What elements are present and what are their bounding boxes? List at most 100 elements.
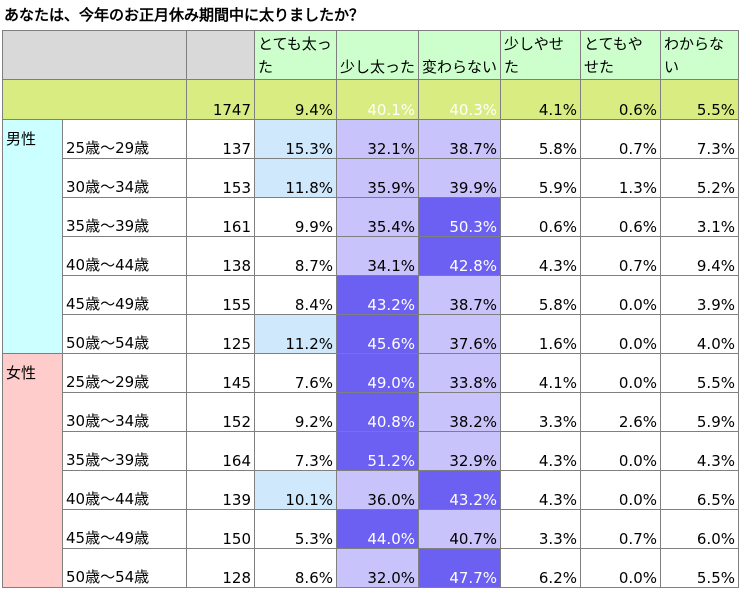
percentage-cell: 0.7% <box>580 509 661 549</box>
percentage-cell: 36.0% <box>336 470 419 510</box>
percentage-cell: 4.3% <box>660 431 739 471</box>
respondent-count-cell: 128 <box>186 548 255 588</box>
table-row: 35歳～39歳 161 9.9% 35.4% 50.3% 0.6% 0.6% 3.1% <box>3 197 739 237</box>
percentage-cell: 5.9% <box>500 158 581 198</box>
percentage-cell: 15.3% <box>254 119 337 159</box>
gender-cell: 女性 <box>2 353 63 588</box>
respondent-count-cell: 152 <box>186 392 255 432</box>
percentage-cell: 3.1% <box>660 197 739 237</box>
respondent-count-cell: 164 <box>186 431 255 471</box>
age-group-cell: 50歳～54歳 <box>62 314 187 354</box>
header-option-no-change: 変わらない <box>418 30 501 80</box>
total-value-cell: 5.5% <box>660 79 739 120</box>
percentage-cell: 5.8% <box>500 119 581 159</box>
percentage-cell: 43.2% <box>336 275 419 315</box>
header-blank-cell <box>2 30 187 80</box>
percentage-cell: 35.9% <box>336 158 419 198</box>
percentage-cell: 6.2% <box>500 548 581 588</box>
header-option-unknown: わからない <box>660 30 739 80</box>
table-row: 45歳～49歳 155 8.4% 43.2% 38.7% 5.8% 0.0% 3.9% <box>3 275 739 315</box>
header-option-slightly-lost: 少しやせた <box>500 30 581 80</box>
percentage-cell: 0.0% <box>580 548 661 588</box>
percentage-cell: 0.0% <box>580 431 661 471</box>
age-group-cell: 50歳～54歳 <box>62 548 187 588</box>
percentage-cell: 34.1% <box>336 236 419 276</box>
percentage-cell: 5.3% <box>254 509 337 549</box>
percentage-cell: 40.8% <box>336 392 419 432</box>
gender-cell: 男性 <box>2 119 63 354</box>
percentage-cell: 1.6% <box>500 314 581 354</box>
table-row: 50歳～54歳 125 11.2% 45.6% 37.6% 1.6% 0.0% 4.0% <box>3 314 739 354</box>
percentage-cell: 9.9% <box>254 197 337 237</box>
age-group-cell: 35歳～39歳 <box>62 431 187 471</box>
percentage-cell: 4.3% <box>500 236 581 276</box>
table-row: 女性 25歳～29歳 145 7.6% 49.0% 33.8% 4.1% 0.0% 5.5% <box>2 353 739 588</box>
percentage-cell: 3.9% <box>660 275 739 315</box>
percentage-cell: 4.1% <box>500 353 581 393</box>
percentage-cell: 0.0% <box>580 470 661 510</box>
percentage-cell: 3.3% <box>500 509 581 549</box>
percentage-cell: 51.2% <box>336 431 419 471</box>
total-value-cell: 40.3% <box>418 79 501 120</box>
respondent-count-cell: 150 <box>186 509 255 549</box>
percentage-cell: 38.2% <box>418 392 501 432</box>
table-row: 40歳～44歳 139 10.1% 36.0% 43.2% 4.3% 0.0% 6.5% <box>3 470 739 510</box>
percentage-cell: 42.8% <box>418 236 501 276</box>
percentage-cell: 6.0% <box>660 509 739 549</box>
table-row: 45歳～49歳 150 5.3% 44.0% 40.7% 3.3% 0.7% 6.0% <box>3 509 739 549</box>
age-group-cell: 30歳～34歳 <box>62 158 187 198</box>
percentage-cell: 2.6% <box>580 392 661 432</box>
table-title: あなたは、今年のお正月休み期間中に太りましたか？ <box>4 6 365 24</box>
header-n-cell <box>186 30 255 80</box>
percentage-cell: 9.2% <box>254 392 337 432</box>
age-group-cell: 35歳～39歳 <box>62 197 187 237</box>
survey-table: とても太った 少し太った 変わらない 少しやせた とてもやせた わからない 17… <box>2 30 739 588</box>
respondent-count-cell: 161 <box>186 197 255 237</box>
percentage-cell: 0.0% <box>580 275 661 315</box>
percentage-cell: 8.6% <box>254 548 337 588</box>
percentage-cell: 47.7% <box>418 548 501 588</box>
respondent-count-cell: 153 <box>186 158 255 198</box>
percentage-cell: 7.6% <box>254 353 337 393</box>
total-label-cell <box>2 79 187 120</box>
table-row: 50歳～54歳 128 8.6% 32.0% 47.7% 6.2% 0.0% 5.5% <box>3 548 739 588</box>
percentage-cell: 38.7% <box>418 119 501 159</box>
percentage-cell: 4.3% <box>500 470 581 510</box>
total-value-cell: 4.1% <box>500 79 581 120</box>
percentage-cell: 39.9% <box>418 158 501 198</box>
respondent-count-cell: 145 <box>186 353 255 393</box>
percentage-cell: 4.3% <box>500 431 581 471</box>
percentage-cell: 40.7% <box>418 509 501 549</box>
age-group-cell: 30歳～34歳 <box>62 392 187 432</box>
percentage-cell: 0.7% <box>580 236 661 276</box>
respondent-count-cell: 137 <box>186 119 255 159</box>
percentage-cell: 5.5% <box>660 353 739 393</box>
table-row: 男性 25歳～29歳 137 15.3% 32.1% 38.7% 5.8% 0.7% 7.3% <box>2 119 739 354</box>
respondent-count-cell: 125 <box>186 314 255 354</box>
percentage-cell: 0.7% <box>580 119 661 159</box>
percentage-cell: 10.1% <box>254 470 337 510</box>
age-group-cell: 45歳～49歳 <box>62 275 187 315</box>
total-row: 1747 9.4% 40.1% 40.3% 4.1% 0.6% 5.5% <box>2 79 739 120</box>
percentage-cell: 5.2% <box>660 158 739 198</box>
percentage-cell: 11.2% <box>254 314 337 354</box>
age-group-cell: 40歳～44歳 <box>62 236 187 276</box>
percentage-cell: 6.5% <box>660 470 739 510</box>
percentage-cell: 5.9% <box>660 392 739 432</box>
percentage-cell: 43.2% <box>418 470 501 510</box>
age-group-cell: 45歳～49歳 <box>62 509 187 549</box>
header-row: とても太った 少し太った 変わらない 少しやせた とてもやせた わからない <box>2 30 739 80</box>
table-row: 35歳～39歳 164 7.3% 51.2% 32.9% 4.3% 0.0% 4.3% <box>3 431 739 471</box>
percentage-cell: 32.0% <box>336 548 419 588</box>
total-value-cell: 40.1% <box>336 79 419 120</box>
percentage-cell: 3.3% <box>500 392 581 432</box>
percentage-cell: 7.3% <box>660 119 739 159</box>
header-option-very-lost: とてもやせた <box>580 30 661 80</box>
respondent-count-cell: 138 <box>186 236 255 276</box>
percentage-cell: 49.0% <box>336 353 419 393</box>
age-group-cell: 40歳～44歳 <box>62 470 187 510</box>
percentage-cell: 1.3% <box>580 158 661 198</box>
table-body: とても太った 少し太った 変わらない 少しやせた とてもやせた わからない 17… <box>2 30 739 588</box>
percentage-cell: 5.8% <box>500 275 581 315</box>
percentage-cell: 45.6% <box>336 314 419 354</box>
